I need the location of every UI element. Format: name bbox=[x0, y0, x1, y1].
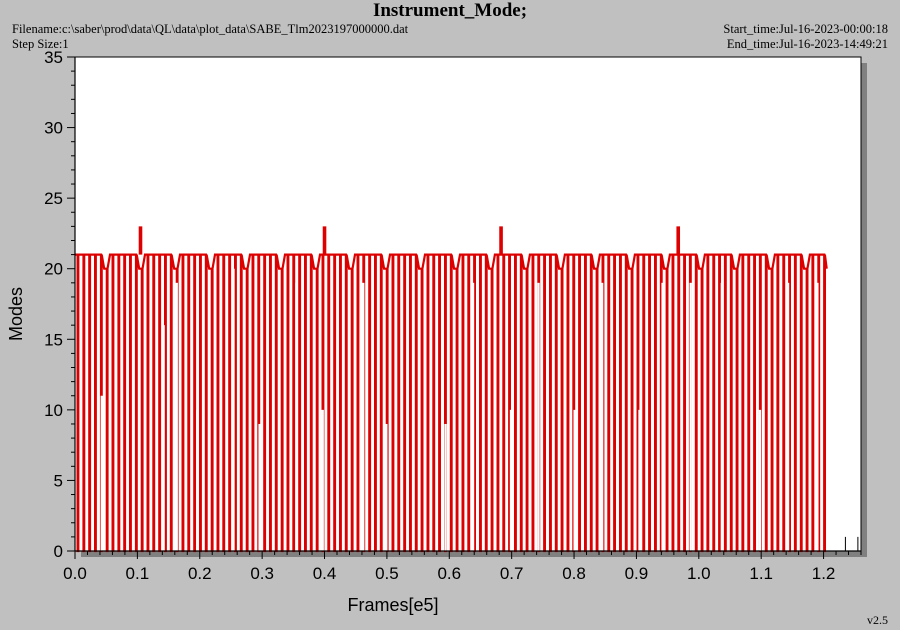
y-tick-label: 0 bbox=[54, 542, 63, 561]
mode-dip-gap-5 bbox=[258, 423, 261, 551]
mode-dip-gap-12 bbox=[509, 409, 513, 551]
y-tick-label: 10 bbox=[44, 401, 63, 420]
x-tick-label: 0.7 bbox=[500, 564, 524, 583]
mode-spike-0 bbox=[138, 226, 143, 255]
x-tick-label: 1.1 bbox=[749, 564, 773, 583]
x-axis-label: Frames[e5] bbox=[347, 595, 438, 615]
mode-dip-gap-15 bbox=[600, 282, 604, 551]
mode-dip-gap-17 bbox=[661, 282, 664, 551]
mode-dip-gap-7 bbox=[321, 409, 324, 551]
filename-label: Filename:c:\saber\prod\data\QL\data\plot… bbox=[12, 22, 409, 36]
x-tick-label: 0.6 bbox=[437, 564, 461, 583]
start-time-label: Start_time:Jul-16-2023-00:00:18 bbox=[723, 22, 888, 36]
step-size-label: Step Size:1 bbox=[12, 37, 69, 51]
mode-dip-gap-4 bbox=[232, 268, 235, 551]
x-tick-label: 1.0 bbox=[687, 564, 711, 583]
y-tick-label: 35 bbox=[44, 48, 63, 67]
version-label: v2.5 bbox=[867, 613, 888, 627]
mode-dip-gap-3 bbox=[196, 409, 199, 551]
y-tick-label: 5 bbox=[54, 471, 63, 490]
y-tick-label: 25 bbox=[44, 189, 63, 208]
mode-dip-gap-14 bbox=[573, 409, 576, 551]
chart-title: Instrument_Mode; bbox=[372, 0, 528, 21]
x-tick-label: 0.1 bbox=[126, 564, 150, 583]
mode-series-line bbox=[75, 253, 828, 553]
mode-dip-gap-0 bbox=[100, 395, 104, 551]
y-tick-label: 15 bbox=[44, 330, 63, 349]
mode-spike-3 bbox=[676, 226, 681, 255]
x-tick-label: 0.9 bbox=[625, 564, 649, 583]
y-tick-label: 30 bbox=[44, 119, 63, 138]
x-tick-label: 0.0 bbox=[63, 564, 87, 583]
mode-dip-gap-16 bbox=[638, 409, 641, 551]
mode-dip-gap-1 bbox=[162, 325, 165, 551]
x-tick-label: 0.8 bbox=[562, 564, 586, 583]
mode-dip-gap-2 bbox=[175, 282, 178, 551]
mode-dip-gap-11 bbox=[471, 282, 475, 551]
mode-dip-gap-20 bbox=[758, 409, 762, 551]
mode-spike-1 bbox=[322, 226, 327, 255]
mode-dip-gap-8 bbox=[362, 282, 365, 551]
mode-dip-gap-9 bbox=[385, 423, 388, 551]
end-time-label: End_time:Jul-16-2023-14:49:21 bbox=[726, 37, 888, 51]
mode-spike-2 bbox=[499, 226, 503, 255]
x-tick-label: 0.5 bbox=[375, 564, 399, 583]
mode-dip-gap-13 bbox=[537, 282, 540, 551]
y-axis-label: Modes bbox=[6, 287, 26, 341]
mode-dip-gap-22 bbox=[816, 282, 819, 551]
mode-dip-gap-19 bbox=[720, 282, 724, 551]
y-tick-label: 20 bbox=[44, 260, 63, 279]
x-tick-label: 0.3 bbox=[250, 564, 274, 583]
mode-dip-gap-6 bbox=[295, 282, 298, 551]
x-tick-label: 0.4 bbox=[313, 564, 337, 583]
mode-dip-gap-10 bbox=[444, 423, 447, 551]
mode-dip-gap-21 bbox=[786, 282, 790, 551]
axes-layer: 0 5 10 15 20 25 30 35 0.0 0.1 0.2 0.3 0.4 0.5 0.6 0.7 0.… bbox=[44, 48, 862, 583]
mode-dip-gap-18 bbox=[689, 282, 692, 551]
x-tick-label: 0.2 bbox=[188, 564, 212, 583]
x-tick-label: 1.2 bbox=[812, 564, 836, 583]
